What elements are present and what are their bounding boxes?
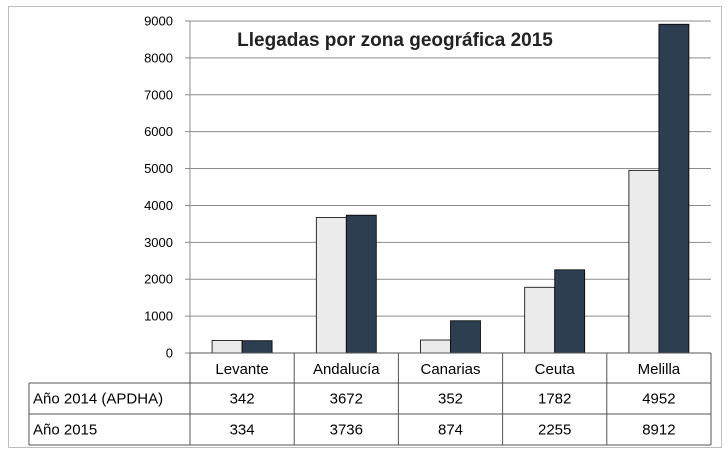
bar xyxy=(658,23,690,354)
y-tick-label: 4000 xyxy=(144,198,173,213)
y-tick-label: 8000 xyxy=(144,50,173,65)
bar xyxy=(345,214,377,354)
y-tick-label: 2000 xyxy=(144,272,173,287)
table-cell: 4952 xyxy=(642,391,675,408)
table-cell: 1782 xyxy=(538,391,571,408)
bar xyxy=(315,217,347,354)
y-tick-label: 9000 xyxy=(144,14,173,29)
table-cell: 352 xyxy=(438,391,463,408)
chart-frame: Llegadas por zona geográfica 2015 0 1000 2… xyxy=(8,6,722,448)
table-cell: 3736 xyxy=(330,422,363,439)
bar xyxy=(450,320,481,354)
y-tick-label: 6000 xyxy=(144,124,173,139)
x-tick-label: Andalucía xyxy=(313,361,380,378)
table-cell: 334 xyxy=(230,422,255,439)
bars xyxy=(211,23,690,354)
gridlines xyxy=(190,20,711,317)
bar xyxy=(524,286,556,354)
bar xyxy=(420,339,451,354)
y-axis: 0 1000 2000 3000 4000 5000 6000 7000 8000 9000 xyxy=(144,14,191,361)
bar xyxy=(211,339,243,354)
x-tick-label: Levante xyxy=(215,361,268,378)
x-tick-label: Ceuta xyxy=(535,361,576,378)
y-tick-label: 5000 xyxy=(144,161,173,176)
table-row-label: Año 2015 xyxy=(33,422,97,439)
y-tick-label: 3000 xyxy=(144,235,173,250)
y-tick-label: 1000 xyxy=(144,309,173,324)
y-tick-label: 7000 xyxy=(144,87,173,102)
table-cell: 2255 xyxy=(538,422,571,439)
table-cell: 8912 xyxy=(642,422,675,439)
chart-title: Llegadas por zona geográfica 2015 xyxy=(237,30,553,51)
table-cell: 342 xyxy=(230,391,255,408)
bar xyxy=(241,340,273,354)
table-cell: 3672 xyxy=(330,391,363,408)
bar xyxy=(628,169,660,354)
x-tick-label: Melilla xyxy=(638,361,681,378)
x-tick-label: Canarias xyxy=(420,361,480,378)
data-table: Levante Andalucía Canarias Ceuta Melilla Año … xyxy=(28,352,712,446)
table-row-label: Año 2014 (APDHA) xyxy=(33,391,163,408)
y-tick-label: 0 xyxy=(166,346,173,361)
bar xyxy=(554,269,586,354)
bar-chart: Llegadas por zona geográfica 2015 0 1000 2… xyxy=(28,14,712,446)
table-cell: 874 xyxy=(438,422,463,439)
